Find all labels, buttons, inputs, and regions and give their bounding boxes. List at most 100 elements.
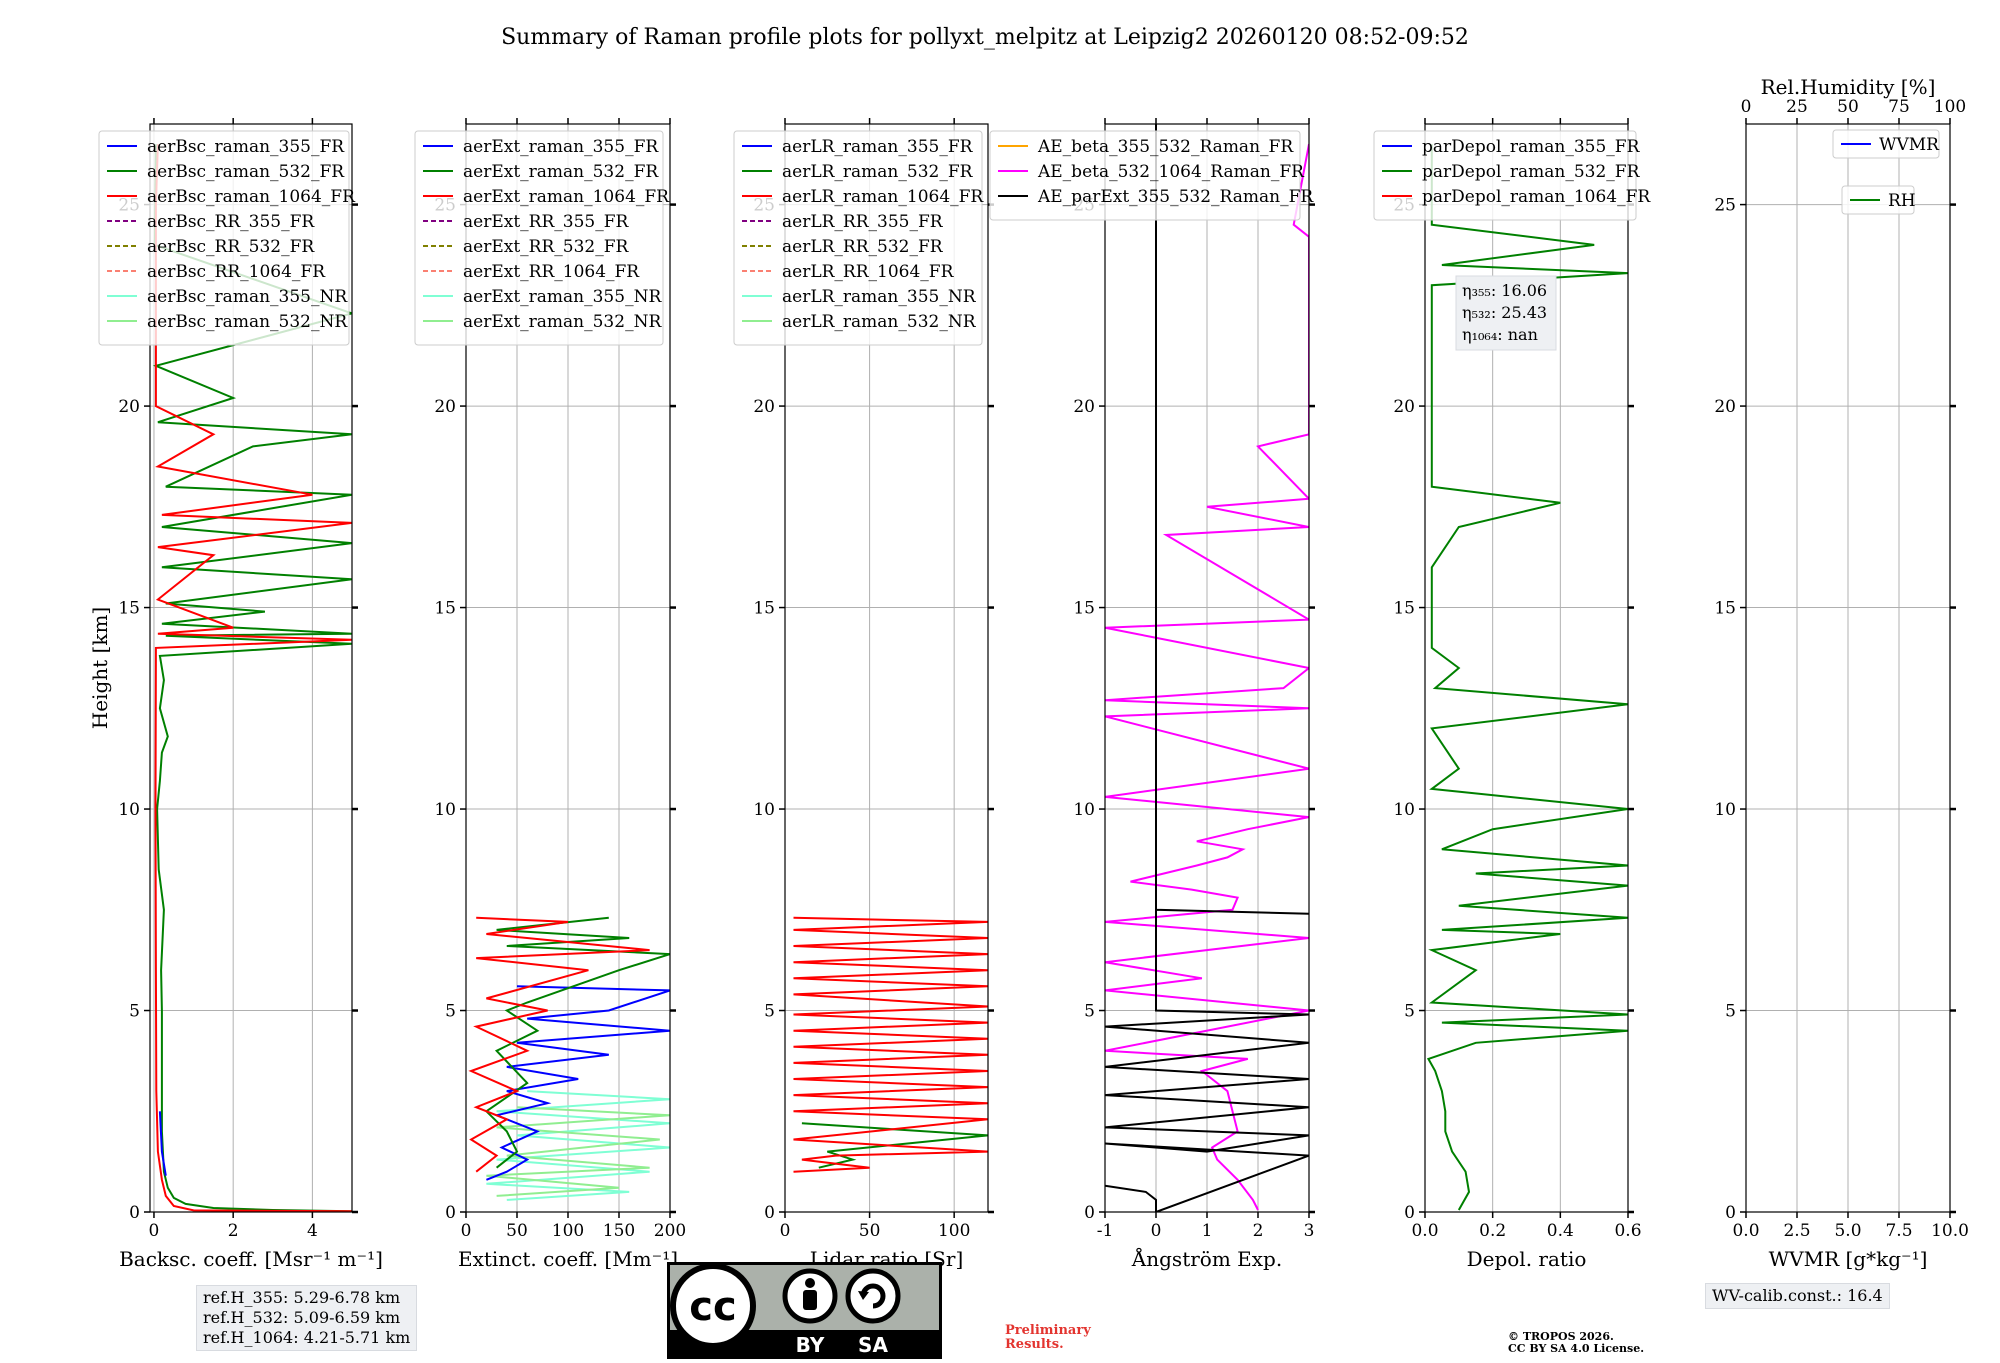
y-tick-label: 10	[118, 800, 140, 820]
y-tick-label: 5	[129, 1002, 140, 1022]
x-tick-label: 2	[228, 1221, 239, 1241]
legend-label: aerExt_RR_532_FR	[463, 237, 629, 257]
legend-label: parDepol_raman_532_FR	[1422, 162, 1641, 182]
series-parDepol_raman_532_FR	[1426, 144, 1628, 1211]
x-tick-label: 150	[603, 1221, 635, 1241]
y-tick-label: 0	[445, 1203, 456, 1223]
cc-license-badge: cc BY SA	[667, 1262, 942, 1359]
series-aerBsc_raman_355_FR	[158, 1111, 167, 1176]
x-tick-label: 0	[780, 1221, 791, 1241]
legend-label: aerBsc_RR_532_FR	[147, 237, 315, 257]
x-tick-label: 0.2	[1479, 1221, 1506, 1241]
annotation-box	[1455, 275, 1557, 351]
legend-label: WVMR	[1879, 135, 1940, 155]
legend-box	[1832, 129, 1940, 159]
copyright-line-1: © TROPOS 2026.	[1508, 1330, 1614, 1343]
x-tick-label: 1	[1202, 1221, 1213, 1241]
legend-label: aerBsc_raman_532_FR	[147, 162, 345, 182]
copyright-line-2: CC BY SA 4.0 License.	[1508, 1342, 1645, 1355]
sa-label: SA	[858, 1333, 888, 1357]
y-tick-label: 20	[118, 397, 140, 417]
share-alike-icon	[845, 1268, 901, 1324]
legend: parDepol_raman_355_FR parDepol_raman_532_…	[1373, 130, 1651, 221]
x-axis-label: Extinct. coeff. [Mm⁻¹]	[458, 1247, 678, 1271]
y-tick-label: 15	[1073, 599, 1095, 619]
x-axis-label: Backsc. coeff. [Msr⁻¹ m⁻¹]	[119, 1247, 383, 1271]
preliminary-note: Preliminary Results.	[1005, 1324, 1091, 1352]
y-tick-label: 5	[1725, 1002, 1736, 1022]
series-group	[1426, 144, 1628, 1211]
y-tick-label: 5	[445, 1002, 456, 1022]
cc-logo-text: cc	[689, 1284, 736, 1330]
x-tick-label: 3	[1304, 1221, 1315, 1241]
legend-label: aerExt_RR_355_FR	[463, 212, 629, 232]
legend-label: aerBsc_raman_355_NR	[147, 287, 348, 307]
y-tick-label: 15	[1714, 599, 1736, 619]
series-group	[1105, 124, 1309, 1212]
x-tick-label: 50	[506, 1221, 528, 1241]
legend-label: AE_beta_355_532_Raman_FR	[1037, 137, 1294, 157]
top-x-tick-label: 100	[1934, 97, 1966, 117]
legend: aerLR_raman_355_FR aerLR_raman_532_FR aerL…	[733, 130, 984, 346]
preliminary-line-1: Preliminary	[1005, 1323, 1091, 1338]
y-tick-label: 15	[1393, 599, 1415, 619]
legend-WVMR: WVMR	[1832, 129, 1940, 159]
y-tick-label: 10	[1073, 800, 1095, 820]
copyright-note: © TROPOS 2026. CC BY SA 4.0 License.	[1508, 1331, 1644, 1355]
legend-label: aerLR_raman_355_FR	[782, 137, 974, 157]
y-tick-label: 0	[1725, 1203, 1736, 1223]
y-tick-label: 20	[434, 397, 456, 417]
legend-RH: RH	[1841, 185, 1916, 215]
series-AE_beta_532_1064_Raman_FR	[1105, 143, 1309, 1211]
x-tick-label: 0.6	[1614, 1221, 1641, 1241]
series-aerBsc_raman_1064_FR	[154, 144, 352, 1212]
legend-label: aerExt_raman_532_FR	[463, 162, 659, 182]
legend-label: aerExt_raman_532_NR	[463, 312, 662, 332]
series-aerExt_raman_532_NR	[486, 1106, 670, 1197]
y-tick-label: 0	[129, 1203, 140, 1223]
axes-frame	[149, 123, 353, 1213]
wv-calibration-box: WV-calib.const.: 16.4	[1705, 1283, 1890, 1309]
legend: aerBsc_raman_355_FR aerBsc_raman_532_FRae…	[98, 130, 356, 346]
preliminary-line-2: Results.	[1005, 1337, 1064, 1352]
top-axis-label: Rel.Humidity [%]	[1761, 75, 1936, 99]
legend-label: aerLR_RR_1064_FR	[782, 262, 955, 282]
series-aerExt_raman_532_FR	[484, 916, 670, 1169]
x-axis-label: WVMR [g*kg⁻¹]	[1769, 1247, 1928, 1271]
legend-box	[98, 130, 350, 346]
legend-label: aerBsc_RR_1064_FR	[147, 262, 326, 282]
annotation-line: η₅₃₂: 25.43	[1462, 303, 1547, 322]
legend: AE_beta_355_532_Raman_FR AE_beta_532_1064…	[989, 130, 1314, 221]
legend-box	[733, 130, 983, 346]
series-AE_parExt_355_532_Raman_FR	[1105, 124, 1309, 1212]
series-group	[793, 916, 988, 1173]
legend-label: aerBsc_raman_355_FR	[147, 137, 345, 157]
top-x-tick-label: 75	[1888, 97, 1910, 117]
annotation-line: η₃₅₅: 16.06	[1462, 281, 1547, 300]
legend-box	[1373, 130, 1637, 221]
legend-label: AE_beta_532_1064_Raman_FR	[1037, 162, 1305, 182]
x-tick-label: 0.4	[1547, 1221, 1574, 1241]
x-tick-label: 4	[307, 1221, 318, 1241]
ref-height-1064: ref.H_1064: 4.21-5.71 km	[203, 1328, 411, 1347]
x-tick-label: 200	[654, 1221, 686, 1241]
chart-title: Summary of Raman profile plots for polly…	[501, 25, 1469, 50]
panel-bsc: 0510152025024Backsc. coeff. [Msr⁻¹ m⁻¹]a…	[98, 118, 383, 1271]
x-tick-label: 100	[552, 1221, 584, 1241]
panel-lr: 0510152025050100Lidar ratio [Sr]aerLR_ra…	[733, 118, 994, 1271]
y-tick-label: 20	[1073, 397, 1095, 417]
ref-height-532: ref.H_532: 5.09-6.59 km	[203, 1308, 401, 1327]
x-tick-label: -1	[1097, 1221, 1114, 1241]
x-tick-label: 7.5	[1885, 1221, 1912, 1241]
series-aerLR_raman_1064_FR	[793, 916, 988, 1173]
legend-label: aerBsc_raman_532_NR	[147, 312, 348, 332]
x-axis-label: Ångström Exp.	[1131, 1246, 1282, 1271]
y-tick-label: 15	[753, 599, 775, 619]
legend-label: aerLR_raman_532_FR	[782, 162, 974, 182]
legend-label: aerLR_RR_532_FR	[782, 237, 944, 257]
legend-label: RH	[1888, 191, 1916, 211]
reference-heights-box: ref.H_355: 5.29-6.78 km ref.H_532: 5.09-…	[196, 1285, 418, 1351]
